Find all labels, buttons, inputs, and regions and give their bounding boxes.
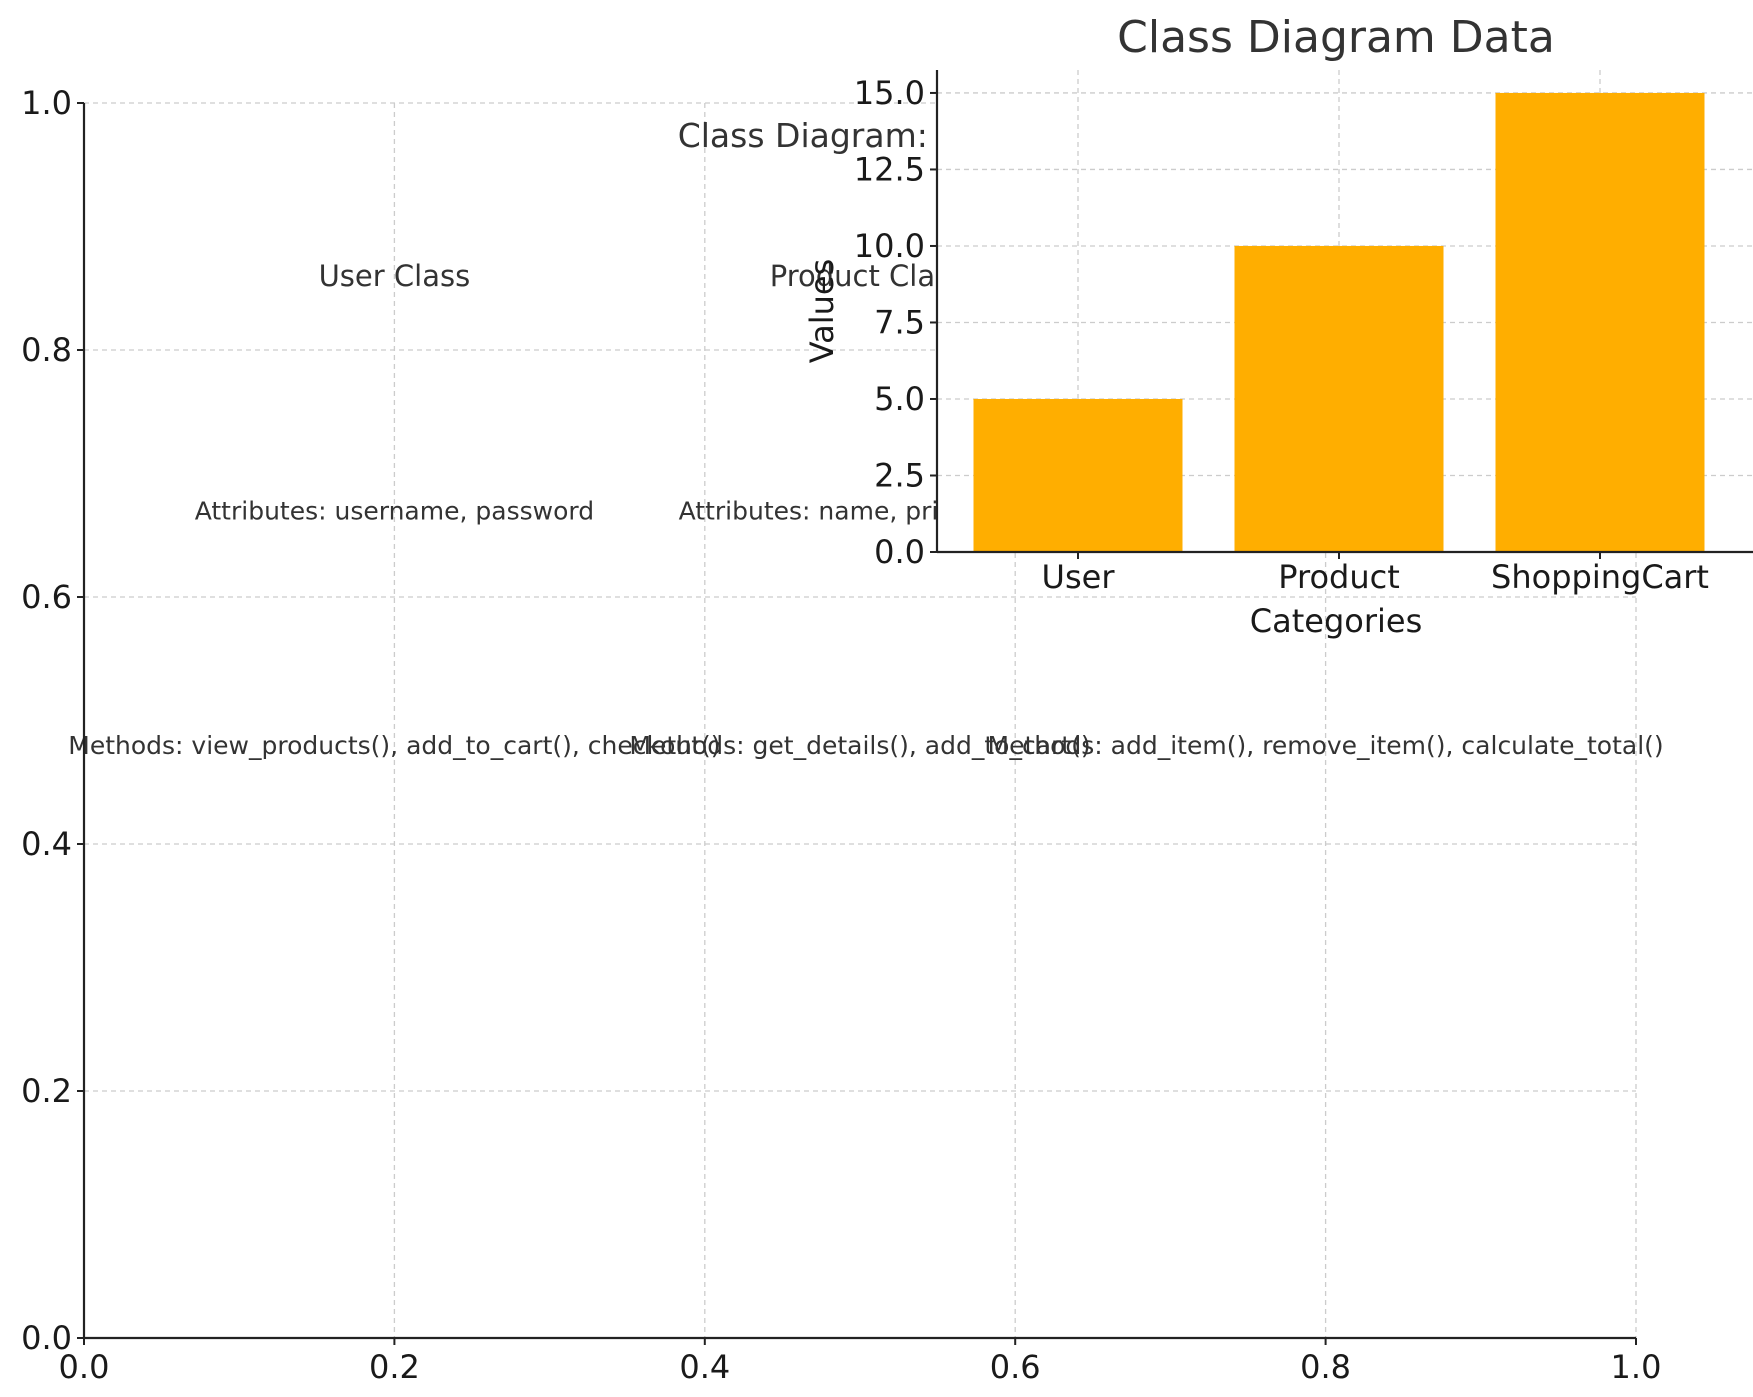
bar-shoppingcart [1495,92,1705,552]
bar-y-tick-label: 0.0 [874,533,925,571]
main-y-tick-label: 0.4 [21,825,72,863]
main-annotation-4: Methods: view_products(), add_to_cart(),… [68,731,720,760]
bar-y-tick-label: 2.5 [874,456,925,494]
main-spines [82,103,1636,1340]
bar-x-tick-label: User [1042,558,1116,596]
bar-x-tick-label: Product [1278,558,1400,596]
bar-chart-y-axis-label: Values [803,259,841,364]
main-annotation-1: Product Clas [770,259,951,293]
bar-chart-x-axis-label: Categories [1250,602,1422,640]
main-x-tick-label: 0.6 [990,1348,1041,1386]
bar-chart-bars [973,92,1705,552]
main-annotation-2: Attributes: username, password [195,496,594,525]
main-annotation-5: Methods: get_details(), add_to_cart() [629,731,1090,760]
main-annotation-6: Methods: add_item(), remove_item(), calc… [988,731,1664,760]
main-x-tick-label: 1.0 [1611,1348,1662,1386]
main-y-tick-label: 0.2 [21,1072,72,1110]
main-x-tick-label: 0.2 [369,1348,420,1386]
main-y-tick-label: 1.0 [21,84,72,122]
bar-y-tick-label: 12.5 [854,150,925,188]
main-ticks: 0.0 0.2 0.4 0.6 0.8 1.0 0.0 0.2 0.4 0.6 0.8 1.0 [21,84,1661,1386]
main-x-tick-label: 0.0 [59,1348,110,1386]
bar-x-tick-label: ShoppingCart [1491,558,1709,596]
bar-y-tick-label: 15.0 [854,74,925,112]
main-x-tick-label: 0.4 [679,1348,730,1386]
main-y-tick-label: 0.8 [21,331,72,369]
bar-chart-ticks: 0.0 2.5 5.0 7.5 10.0 12.5 15.0 User Product Shopp… [854,74,1709,596]
bar-chart-spines [935,70,1753,554]
bar-user [973,398,1183,552]
main-y-tick-label: 0.6 [21,578,72,616]
bar-y-tick-label: 5.0 [874,380,925,418]
bar-product [1234,245,1444,552]
bar-y-tick-label: 7.5 [874,303,925,341]
bar-chart-title: Class Diagram Data [1117,12,1555,63]
bar-chart-axes: 0.0 2.5 5.0 7.5 10.0 12.5 15.0 User Product Shopp… [803,12,1753,640]
main-annotation-0: User Class [319,259,471,293]
bar-y-tick-label: 10.0 [854,227,925,265]
main-x-tick-label: 0.8 [1300,1348,1351,1386]
main-y-tick-label: 0.0 [21,1319,72,1357]
